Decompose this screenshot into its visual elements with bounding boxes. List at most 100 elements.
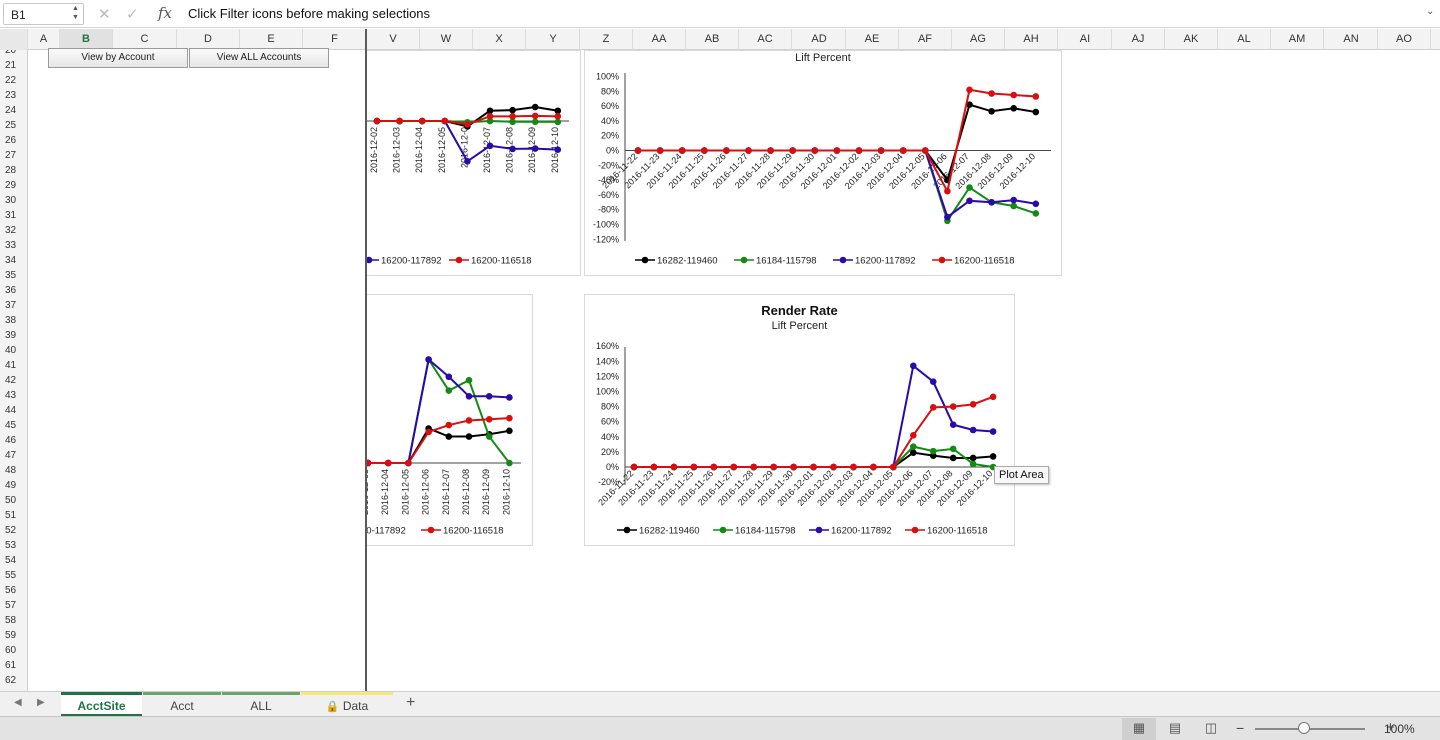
row-header-55[interactable]: 55 <box>5 570 17 581</box>
row-header-39[interactable]: 39 <box>5 330 17 341</box>
chart-4[interactable]: Render Rate Lift Percent 160% 140% 120% 100… <box>584 294 1015 546</box>
function-icon[interactable]: fx <box>158 4 173 22</box>
row-header-43[interactable]: 43 <box>5 390 17 401</box>
column-header-al[interactable]: AL <box>1218 29 1271 50</box>
add-sheet-icon[interactable]: + <box>406 694 416 711</box>
row-header-61[interactable]: 61 <box>5 660 17 671</box>
row-header-53[interactable]: 53 <box>5 540 17 551</box>
row-header-36[interactable]: 36 <box>5 285 17 296</box>
row-header-35[interactable]: 35 <box>5 270 17 281</box>
tab-acct[interactable]: Acct <box>143 692 221 716</box>
column-header-ak[interactable]: AK <box>1165 29 1218 50</box>
zoom-level[interactable]: 100% <box>1384 722 1415 736</box>
row-header-51[interactable]: 51 <box>5 510 17 521</box>
column-header-b[interactable]: B <box>60 29 113 50</box>
zoom-slider[interactable] <box>1255 728 1365 730</box>
column-header-v[interactable]: V <box>367 29 420 50</box>
column-header-am[interactable]: AM <box>1271 29 1324 50</box>
page-break-view-icon[interactable]: ◫ <box>1204 720 1218 735</box>
row-header-22[interactable]: 22 <box>5 75 17 86</box>
chart-1[interactable]: 2016-12-02 2016-12-03 2016-12-04 2016-12-05… <box>359 50 581 276</box>
tab-scroll-left-icon[interactable]: ◀ <box>14 697 22 708</box>
row-header-46[interactable]: 46 <box>5 435 17 446</box>
select-all-corner[interactable] <box>0 29 28 50</box>
column-header-a[interactable]: A <box>28 29 60 50</box>
row-header-29[interactable]: 29 <box>5 180 17 191</box>
column-header-aj[interactable]: AJ <box>1112 29 1165 50</box>
column-header-af[interactable]: AF <box>899 29 952 50</box>
row-header-54[interactable]: 54 <box>5 555 17 566</box>
name-box[interactable]: B1 <box>3 3 84 25</box>
row-header-59[interactable]: 59 <box>5 630 17 641</box>
column-header-ac[interactable]: AC <box>739 29 792 50</box>
column-header-ab[interactable]: AB <box>686 29 739 50</box>
column-header-an[interactable]: AN <box>1325 29 1378 50</box>
tab-all[interactable]: ALL <box>222 692 300 716</box>
row-header-49[interactable]: 49 <box>5 480 17 491</box>
chevron-down-icon[interactable]: ⌄ <box>1426 6 1435 17</box>
confirm-icon[interactable]: ✓ <box>126 6 139 23</box>
row-header-21[interactable]: 21 <box>5 60 17 71</box>
row-header-37[interactable]: 37 <box>5 300 17 311</box>
column-header-e[interactable]: E <box>240 29 303 50</box>
row-header-28[interactable]: 28 <box>5 165 17 176</box>
row-header-23[interactable]: 23 <box>5 90 17 101</box>
normal-view-icon[interactable]: ▦ <box>1122 718 1156 740</box>
column-header-ao[interactable]: AO <box>1378 29 1431 50</box>
tab-data[interactable]: 🔒 Data <box>301 692 393 716</box>
column-header-z[interactable]: Z <box>580 29 633 50</box>
column-header-f[interactable]: F <box>303 29 367 50</box>
row-header-33[interactable]: 33 <box>5 240 17 251</box>
row-header-32[interactable]: 32 <box>5 225 17 236</box>
column-header-c[interactable]: C <box>113 29 177 50</box>
row-header-47[interactable]: 47 <box>5 450 17 461</box>
row-header-30[interactable]: 30 <box>5 195 17 206</box>
column-header-ae[interactable]: AE <box>846 29 899 50</box>
row-header-45[interactable]: 45 <box>5 420 17 431</box>
row-header-58[interactable]: 58 <box>5 615 17 626</box>
row-header-40[interactable]: 40 <box>5 345 17 356</box>
column-header-ad[interactable]: AD <box>793 29 846 50</box>
row-header-60[interactable]: 60 <box>5 645 17 656</box>
column-header-ah[interactable]: AH <box>1005 29 1058 50</box>
column-header-y[interactable]: Y <box>527 29 580 50</box>
view-by-account-button[interactable]: View by Account <box>48 48 188 68</box>
row-header-57[interactable]: 57 <box>5 600 17 611</box>
view-all-accounts-button[interactable]: View ALL Accounts <box>189 48 329 68</box>
row-header-20[interactable]: 20 <box>5 50 17 56</box>
name-box-stepper-icon[interactable]: ▲ ▼ <box>72 5 79 21</box>
row-header-62[interactable]: 62 <box>5 675 17 686</box>
x-tick-label: 2016-12-06 <box>421 469 431 515</box>
chart-2[interactable]: Lift Percent 100% 80% 60% 40% 20% 0% -20% -40% -… <box>584 50 1062 276</box>
zoom-out-button[interactable]: − <box>1236 720 1245 736</box>
zoom-slider-thumb[interactable] <box>1298 722 1310 734</box>
row-header-48[interactable]: 48 <box>5 465 17 476</box>
formula-input[interactable]: Click Filter icons before making selecti… <box>188 6 431 21</box>
column-header-ag[interactable]: AG <box>952 29 1005 50</box>
row-header-56[interactable]: 56 <box>5 585 17 596</box>
data-point <box>750 463 757 471</box>
row-header-41[interactable]: 41 <box>5 360 17 371</box>
chart-3[interactable]: 2016-12-03 2016-12-04 2016-12-05 2016-12-06… <box>339 294 533 546</box>
tab-scroll-right-icon[interactable]: ▶ <box>37 697 45 708</box>
row-header-52[interactable]: 52 <box>5 525 17 536</box>
row-header-44[interactable]: 44 <box>5 405 17 416</box>
row-header-31[interactable]: 31 <box>5 210 17 221</box>
row-header-34[interactable]: 34 <box>5 255 17 266</box>
cancel-icon[interactable]: ✕ <box>98 6 111 23</box>
row-header-27[interactable]: 27 <box>5 150 17 161</box>
column-header-x[interactable]: X <box>473 29 526 50</box>
row-header-42[interactable]: 42 <box>5 375 17 386</box>
zoom-in-button[interactable]: + <box>1386 719 1395 736</box>
row-header-24[interactable]: 24 <box>5 105 17 116</box>
row-header-38[interactable]: 38 <box>5 315 17 326</box>
row-header-26[interactable]: 26 <box>5 135 17 146</box>
column-header-aa[interactable]: AA <box>633 29 686 50</box>
column-header-d[interactable]: D <box>177 29 240 50</box>
row-header-50[interactable]: 50 <box>5 495 17 506</box>
column-header-ai[interactable]: AI <box>1059 29 1112 50</box>
tab-acctsite[interactable]: AcctSite <box>61 692 142 716</box>
page-layout-icon[interactable]: ▤ <box>1168 720 1182 735</box>
row-header-25[interactable]: 25 <box>5 120 17 131</box>
column-header-w[interactable]: W <box>420 29 473 50</box>
